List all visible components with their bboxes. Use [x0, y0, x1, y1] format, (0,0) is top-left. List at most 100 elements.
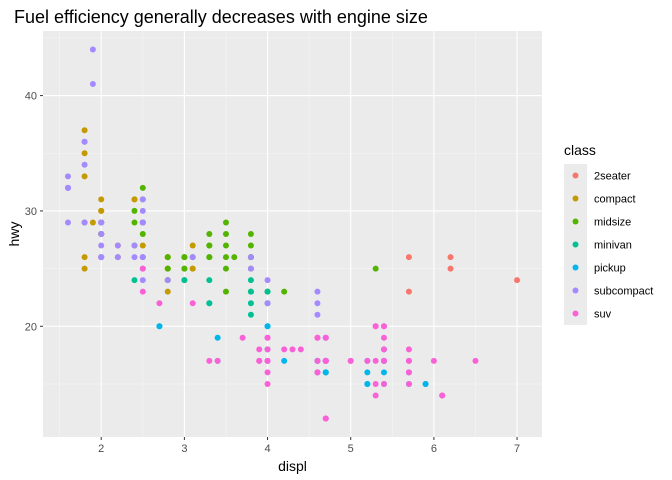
- legend-label: compact: [594, 194, 636, 206]
- x-tick-label: 7: [514, 443, 520, 455]
- data-point: [247, 288, 254, 295]
- data-point: [98, 219, 105, 226]
- data-point: [214, 357, 221, 364]
- legend-key-point: [572, 264, 579, 271]
- series-subcompact: [64, 46, 387, 330]
- data-point: [322, 357, 329, 364]
- legend-key-point: [572, 310, 579, 317]
- data-point: [314, 357, 321, 364]
- y-tick-label: 20: [25, 321, 37, 333]
- legend-item-subcompact: subcompact: [564, 279, 653, 302]
- data-point: [447, 254, 454, 261]
- data-point: [114, 254, 121, 261]
- plot-panel: [43, 31, 542, 437]
- data-point: [314, 311, 321, 318]
- legend-key-point: [572, 195, 579, 202]
- data-point: [247, 277, 254, 284]
- data-point: [314, 334, 321, 341]
- y-axis-ticks: 20 30 40: [25, 91, 43, 333]
- data-point: [81, 254, 88, 261]
- gridlines: [43, 31, 542, 437]
- legend-label: subcompact: [594, 286, 653, 298]
- data-point: [139, 196, 146, 203]
- data-point: [247, 300, 254, 307]
- data-point: [322, 334, 329, 341]
- data-point: [206, 357, 213, 364]
- data-point: [364, 380, 371, 387]
- data-point: [247, 265, 254, 272]
- data-point: [247, 231, 254, 237]
- data-point: [164, 277, 171, 284]
- data-point: [156, 323, 163, 330]
- legend-label: 2seater: [594, 171, 631, 183]
- data-point: [472, 357, 479, 364]
- data-point: [405, 380, 412, 387]
- data-point: [372, 392, 379, 399]
- series-suv: [139, 265, 479, 422]
- data-point: [405, 357, 412, 364]
- data-point: [222, 265, 229, 272]
- legend-item-suv: suv: [564, 302, 612, 325]
- data-point: [380, 369, 387, 376]
- data-point: [364, 369, 371, 376]
- data-point: [380, 380, 387, 387]
- legend-key-point: [572, 172, 579, 179]
- data-point: [264, 346, 271, 353]
- data-point: [364, 357, 371, 364]
- series-2seater: [405, 254, 521, 295]
- data-point: [164, 254, 171, 261]
- data-point: [189, 265, 196, 272]
- data-point: [189, 242, 196, 249]
- x-tick-label: 2: [98, 443, 104, 455]
- data-point: [139, 207, 146, 214]
- data-point: [139, 288, 146, 295]
- data-point: [380, 357, 387, 364]
- data-point: [181, 277, 188, 284]
- data-point: [131, 207, 138, 214]
- data-point: [314, 300, 321, 307]
- data-point: [206, 254, 213, 261]
- data-point: [114, 242, 121, 249]
- x-tick-label: 6: [431, 443, 437, 455]
- data-point: [289, 346, 296, 353]
- data-points: [64, 46, 521, 422]
- data-point: [81, 127, 88, 134]
- data-point: [81, 161, 88, 168]
- legend-item-midsize: midsize: [564, 210, 631, 233]
- data-point: [430, 357, 437, 364]
- data-point: [256, 346, 263, 353]
- data-point: [222, 231, 229, 237]
- legend-key-point: [572, 287, 579, 294]
- data-point: [89, 219, 96, 226]
- data-point: [264, 357, 271, 364]
- legend-item-compact: compact: [564, 187, 636, 210]
- legend-label: suv: [594, 309, 612, 321]
- data-point: [281, 346, 288, 353]
- data-point: [297, 346, 304, 353]
- data-point: [447, 265, 454, 272]
- legend-label: pickup: [594, 263, 626, 275]
- data-point: [81, 173, 88, 180]
- chart-title: Fuel efficiency generally decreases with…: [14, 7, 428, 27]
- data-point: [222, 242, 229, 249]
- data-point: [281, 288, 288, 295]
- data-point: [81, 219, 88, 226]
- data-point: [131, 277, 138, 284]
- data-point: [206, 242, 213, 249]
- data-point: [256, 357, 263, 364]
- data-point: [89, 81, 96, 88]
- data-point: [98, 254, 105, 261]
- data-point: [139, 254, 146, 261]
- data-point: [405, 288, 412, 295]
- data-point: [139, 265, 146, 272]
- data-point: [380, 334, 387, 341]
- data-point: [264, 380, 271, 387]
- data-point: [405, 254, 412, 261]
- data-point: [372, 357, 379, 364]
- data-point: [405, 346, 412, 353]
- data-point: [380, 323, 387, 330]
- data-point: [164, 288, 171, 295]
- data-point: [131, 219, 138, 226]
- data-point: [81, 150, 88, 157]
